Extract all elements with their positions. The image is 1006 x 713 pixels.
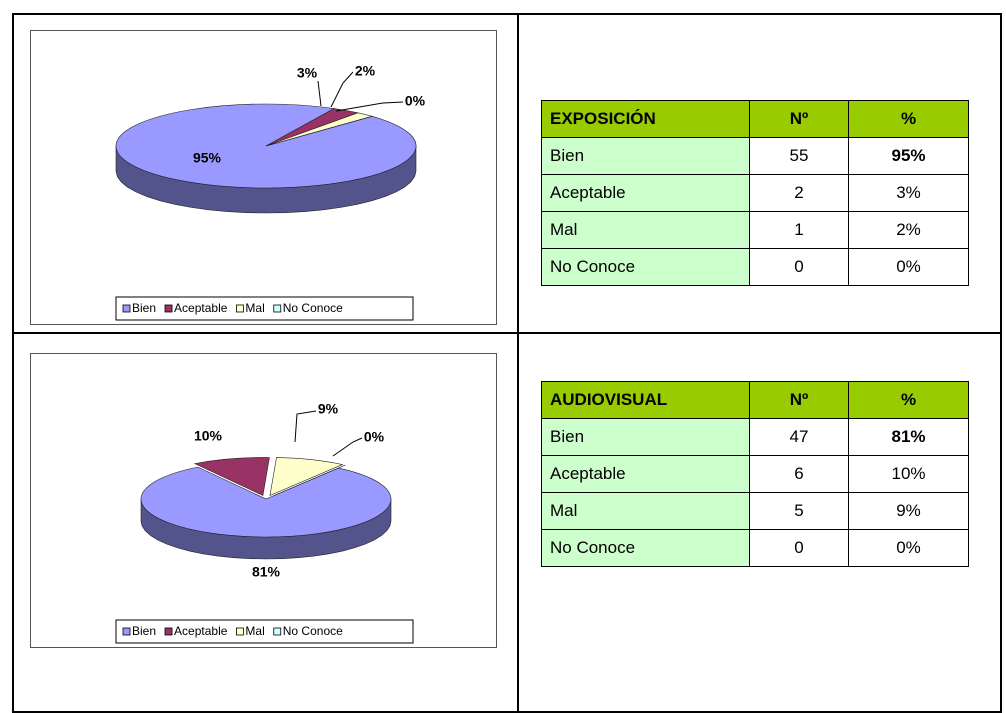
table-cell: Mal [541,211,750,249]
table-row: Aceptable 6 10% [541,455,969,493]
legend-label: Aceptable [174,624,228,638]
legend-label: Mal [245,624,264,638]
table-row: Aceptable 2 3% [541,174,969,212]
pie-slice [269,457,344,497]
data-table: AUDIOVISUAL Nº% Bien 47 81% Aceptable 6 10% Mal 5… [541,381,969,567]
table-row: EXPOSICIÓN Nº% [541,100,969,138]
table-cell: 10% [848,455,969,493]
table-cell: Aceptable [541,455,750,493]
table-cell: 9% [848,492,969,530]
table-cell: 0 [749,529,849,567]
data-label: 0% [364,429,385,445]
table-cell: Mal [541,492,750,530]
table-cell: 0% [848,529,969,567]
data-label: 10% [194,428,223,444]
table-cell: 6 [749,455,849,493]
data-label: 0% [405,93,426,109]
legend-swatch [122,627,131,636]
table-cell: 1 [749,211,849,249]
leader-line [294,410,317,443]
table-row: No Conoce 0 0% [541,529,969,567]
table-cell: 95% [848,137,969,175]
leader-line [335,101,404,112]
data-table: EXPOSICIÓN Nº% Bien 55 95% Aceptable 2 3% Mal 1 2%… [541,100,969,286]
data-label: 95% [193,150,222,166]
table-cell: AUDIOVISUAL [541,381,750,419]
table-cell: Nº [749,100,849,138]
legend-label: No Conoce [283,301,343,315]
table-row: AUDIOVISUAL Nº% [541,381,969,419]
legend-swatch [273,627,282,636]
legend-swatch [122,304,131,313]
table-cell: 0% [848,248,969,286]
pie-chart: 95% 3% 2% 0% Bien Aceptable Mal No Conoce [30,30,497,325]
pie-slice [115,103,417,189]
table-cell: 0 [749,248,849,286]
table-cell: 5 [749,492,849,530]
table-row: Mal 1 2% [541,211,969,249]
legend-swatch [236,627,244,636]
pie-slice [193,457,270,496]
legend-box [115,296,414,321]
table-cell: Bien [541,137,750,175]
table-cell: % [848,100,969,138]
table-cell: No Conoce [541,529,750,567]
legend-label: Aceptable [174,301,228,315]
table-row: No Conoce 0 0% [541,248,969,286]
pie-slice [140,466,392,538]
table-row: Bien 47 81% [541,418,969,456]
legend-swatch [236,304,244,313]
table-cell: 3% [848,174,969,212]
legend-label: Mal [245,301,264,315]
table-cell: Aceptable [541,174,750,212]
table-row: Mal 5 9% [541,492,969,530]
table-cell: 47 [749,418,849,456]
table-cell: 2 [749,174,849,212]
table-cell: % [848,381,969,419]
legend-label: No Conoce [283,624,343,638]
page: 95% 3% 2% 0% Bien Aceptable Mal No Conoce 81% 10… [12,13,1002,713]
table-cell: Nº [749,381,849,419]
table-cell: 2% [848,211,969,249]
pie-chart: 81% 10% 9% 0% Bien Aceptable Mal No Conoce [30,353,497,648]
leader-line [330,71,354,108]
data-label: 9% [318,401,339,417]
table-row: Bien 55 95% [541,137,969,175]
legend-swatch [164,627,173,636]
data-label: 3% [297,65,318,81]
legend-label: Bien [132,624,156,638]
legend-box [115,619,414,644]
table-cell: No Conoce [541,248,750,286]
table-cell: Bien [541,418,750,456]
table-cell: 81% [848,418,969,456]
legend-swatch [273,304,282,313]
divider [12,332,1002,334]
table-cell: 55 [749,137,849,175]
table-cell: EXPOSICIÓN [541,100,750,138]
data-label: 2% [355,63,376,79]
leader-line [317,80,322,107]
legend-label: Bien [132,301,156,315]
data-label: 81% [252,564,281,580]
divider [517,13,519,713]
leader-line [332,437,363,457]
legend-swatch [164,304,173,313]
